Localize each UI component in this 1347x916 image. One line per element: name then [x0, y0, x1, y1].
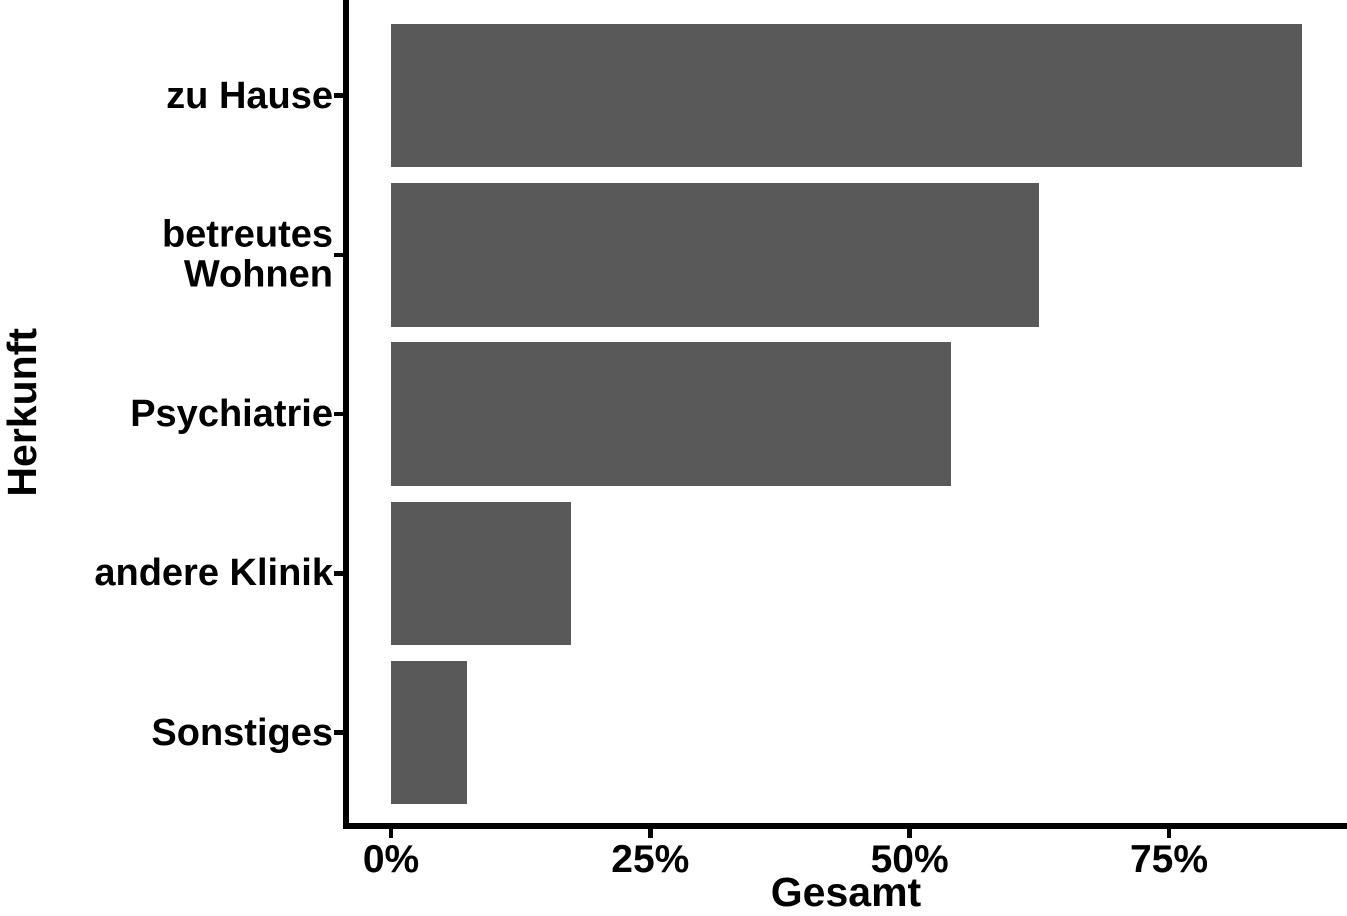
y-tick-label: Psychiatrie	[130, 392, 333, 435]
bar	[391, 660, 467, 805]
x-tick	[1166, 828, 1172, 838]
x-tick	[388, 828, 394, 838]
y-tick	[334, 730, 343, 735]
y-tick-label: andere Klinik	[94, 552, 333, 595]
x-axis-title: Gesamt	[770, 869, 922, 915]
y-tick-label: betreutes Wohnen	[161, 213, 333, 296]
y-tick-label: Sonstiges	[151, 711, 333, 754]
bar	[391, 23, 1302, 168]
x-tick-label: 0%	[362, 838, 420, 881]
y-tick	[334, 571, 343, 576]
bar	[391, 342, 952, 486]
y-axis-title-text: Herkunft	[0, 327, 45, 497]
x-tick	[648, 828, 653, 838]
y-axis-line	[343, 0, 349, 829]
x-tick	[907, 828, 912, 838]
y-tick	[334, 411, 343, 417]
x-tick-label: 25%	[611, 838, 690, 881]
x-tick-label: 75%	[1129, 838, 1208, 881]
bar	[391, 183, 1040, 327]
y-axis-title: Herkunft	[0, 0, 45, 824]
y-tick	[334, 93, 343, 98]
bar	[391, 501, 572, 646]
x-tick-label: 50%	[870, 838, 949, 881]
x-axis-line	[343, 823, 1347, 829]
y-tick	[334, 252, 343, 258]
y-tick-label: zu Hause	[166, 74, 333, 117]
